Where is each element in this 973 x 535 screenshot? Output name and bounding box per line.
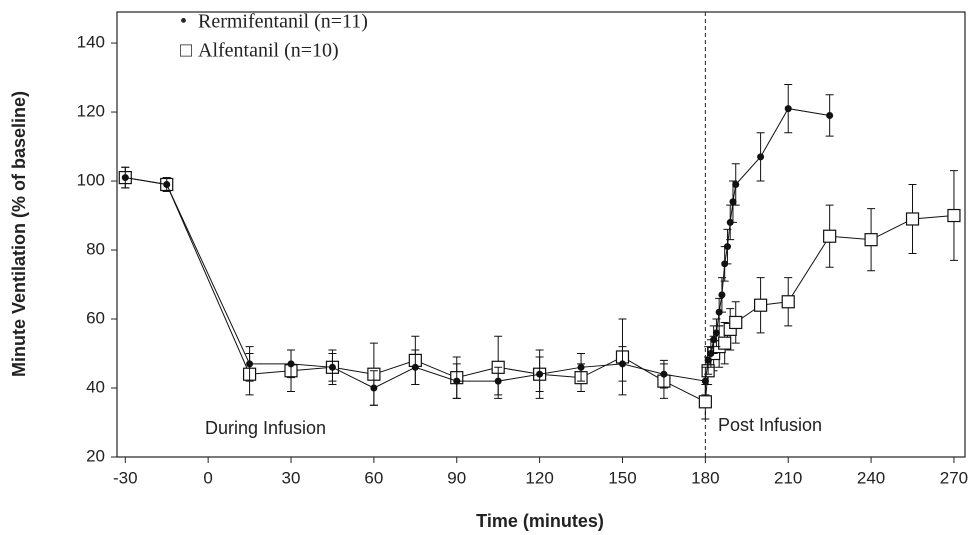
point (826, 111, 834, 119)
point (715, 308, 723, 316)
point (494, 377, 502, 385)
series-line (125, 108, 830, 389)
annotation: Post Infusion (718, 415, 822, 435)
point (701, 377, 709, 385)
point (732, 180, 740, 188)
x-tick-label: 240 (857, 468, 885, 487)
point (710, 336, 718, 344)
x-tick-label: 0 (203, 468, 212, 487)
x-tick-label: -30 (113, 468, 138, 487)
x-tick-label: 210 (774, 468, 802, 487)
point (781, 295, 795, 309)
x-tick-label: 60 (364, 468, 383, 487)
point (698, 395, 712, 409)
point (726, 218, 734, 226)
point (718, 291, 726, 299)
point (287, 360, 295, 368)
x-tick-label: 90 (447, 468, 466, 487)
point (721, 260, 729, 268)
y-tick-label: 80 (86, 240, 105, 259)
point (753, 298, 768, 312)
point (411, 363, 419, 371)
point (328, 363, 336, 371)
point (577, 363, 585, 371)
x-tick-label: 180 (691, 468, 719, 487)
annotation: During Infusion (205, 418, 326, 438)
y-tick-label: 140 (77, 33, 105, 52)
point (823, 229, 837, 243)
point (784, 105, 792, 113)
point (757, 153, 765, 161)
legend-label: Rermifentanil (n=11) (198, 11, 368, 33)
point (704, 356, 712, 364)
point (370, 384, 378, 392)
point (246, 360, 254, 368)
plot-frame (116, 11, 966, 458)
y-tick-label: 100 (77, 171, 105, 190)
y-axis-title: Minute Ventilation (% of baseline) (9, 91, 29, 377)
x-tick-label: 270 (940, 468, 968, 487)
legend-symbol: □ (180, 40, 192, 62)
point (707, 350, 715, 358)
point (718, 336, 732, 350)
point (947, 208, 961, 223)
y-tick-label: 40 (86, 377, 105, 396)
legend-label: Alfentanil (n=10) (198, 40, 339, 62)
point (729, 198, 737, 206)
point (712, 329, 720, 337)
x-axis-title: Time (minutes) (476, 511, 604, 531)
point (163, 180, 171, 188)
point (121, 174, 129, 182)
y-tick-label: 60 (86, 308, 105, 327)
legend-symbol: • (180, 11, 187, 33)
point (864, 233, 878, 247)
x-tick-label: 120 (525, 468, 553, 487)
point (453, 377, 461, 385)
point (905, 212, 920, 226)
point (660, 370, 668, 378)
x-tick-label: 150 (608, 468, 636, 487)
point (618, 360, 626, 368)
point (536, 370, 544, 378)
x-tick-label: 30 (282, 468, 301, 487)
y-tick-label: 120 (77, 102, 105, 121)
point (723, 243, 731, 251)
point (729, 315, 743, 330)
y-tick-label: 20 (86, 446, 105, 465)
